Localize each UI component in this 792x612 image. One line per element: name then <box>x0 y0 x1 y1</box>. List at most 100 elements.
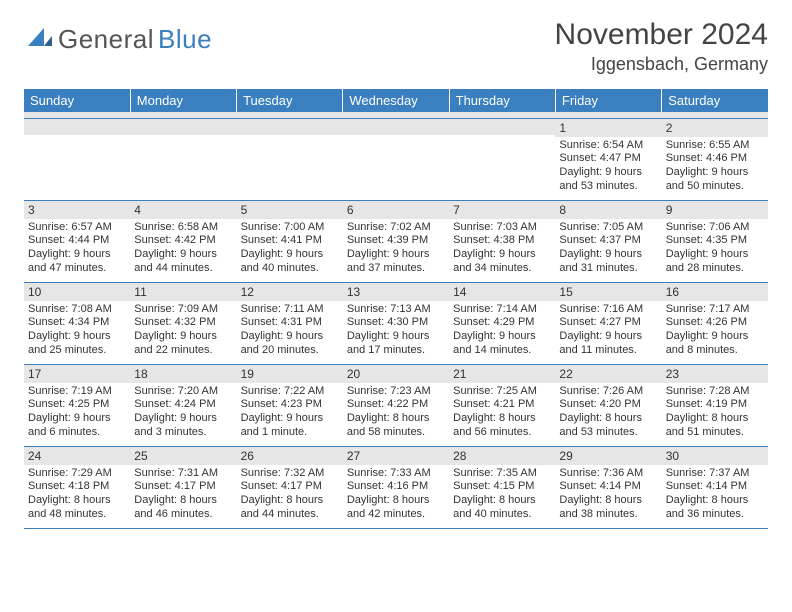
day-line-d2: and 8 minutes. <box>666 344 764 358</box>
day-number: 27 <box>343 447 449 465</box>
day-line-ss: Sunset: 4:21 PM <box>453 398 551 412</box>
day-line-d1: Daylight: 8 hours <box>347 494 445 508</box>
col-header: Tuesday <box>237 89 343 112</box>
day-line-d1: Daylight: 9 hours <box>666 330 764 344</box>
day-line-sr: Sunrise: 7:17 AM <box>666 303 764 317</box>
day-line-d1: Daylight: 9 hours <box>241 412 339 426</box>
day-cell: 21Sunrise: 7:25 AMSunset: 4:21 PMDayligh… <box>449 364 555 446</box>
day-line-sr: Sunrise: 7:06 AM <box>666 221 764 235</box>
day-details: Sunrise: 6:58 AMSunset: 4:42 PMDaylight:… <box>130 219 236 282</box>
day-number: 8 <box>555 201 661 219</box>
day-details: Sunrise: 7:33 AMSunset: 4:16 PMDaylight:… <box>343 465 449 528</box>
day-line-ss: Sunset: 4:14 PM <box>666 480 764 494</box>
day-number: 19 <box>237 365 343 383</box>
day-line-ss: Sunset: 4:22 PM <box>347 398 445 412</box>
day-line-ss: Sunset: 4:20 PM <box>559 398 657 412</box>
day-details: Sunrise: 7:35 AMSunset: 4:15 PMDaylight:… <box>449 465 555 528</box>
day-line-ss: Sunset: 4:24 PM <box>134 398 232 412</box>
day-details: Sunrise: 7:36 AMSunset: 4:14 PMDaylight:… <box>555 465 661 528</box>
day-number: 30 <box>662 447 768 465</box>
day-line-d2: and 48 minutes. <box>28 508 126 522</box>
day-line-d1: Daylight: 8 hours <box>666 494 764 508</box>
day-details: Sunrise: 7:11 AMSunset: 4:31 PMDaylight:… <box>237 301 343 364</box>
day-details: Sunrise: 7:00 AMSunset: 4:41 PMDaylight:… <box>237 219 343 282</box>
day-number: 18 <box>130 365 236 383</box>
day-line-sr: Sunrise: 7:19 AM <box>28 385 126 399</box>
day-line-d1: Daylight: 9 hours <box>559 248 657 262</box>
day-line-ss: Sunset: 4:26 PM <box>666 316 764 330</box>
day-details <box>343 135 449 187</box>
day-line-ss: Sunset: 4:30 PM <box>347 316 445 330</box>
day-line-d1: Daylight: 9 hours <box>28 330 126 344</box>
day-line-ss: Sunset: 4:34 PM <box>28 316 126 330</box>
day-number: 17 <box>24 365 130 383</box>
day-line-sr: Sunrise: 7:37 AM <box>666 467 764 481</box>
day-cell: 2Sunrise: 6:55 AMSunset: 4:46 PMDaylight… <box>662 118 768 200</box>
sail-icon <box>24 24 54 55</box>
day-number: 28 <box>449 447 555 465</box>
day-number: 6 <box>343 201 449 219</box>
day-number: 9 <box>662 201 768 219</box>
day-line-ss: Sunset: 4:31 PM <box>241 316 339 330</box>
day-line-d1: Daylight: 9 hours <box>559 330 657 344</box>
day-details: Sunrise: 7:29 AMSunset: 4:18 PMDaylight:… <box>24 465 130 528</box>
day-line-ss: Sunset: 4:16 PM <box>347 480 445 494</box>
day-line-d1: Daylight: 9 hours <box>241 330 339 344</box>
col-header: Thursday <box>449 89 555 112</box>
day-line-ss: Sunset: 4:47 PM <box>559 152 657 166</box>
day-number: 5 <box>237 201 343 219</box>
day-cell: 27Sunrise: 7:33 AMSunset: 4:16 PMDayligh… <box>343 446 449 528</box>
day-number <box>237 119 343 135</box>
day-line-d1: Daylight: 8 hours <box>347 412 445 426</box>
day-details: Sunrise: 7:17 AMSunset: 4:26 PMDaylight:… <box>662 301 768 364</box>
day-line-sr: Sunrise: 7:25 AM <box>453 385 551 399</box>
day-cell: 22Sunrise: 7:26 AMSunset: 4:20 PMDayligh… <box>555 364 661 446</box>
day-line-sr: Sunrise: 7:32 AM <box>241 467 339 481</box>
day-cell: 19Sunrise: 7:22 AMSunset: 4:23 PMDayligh… <box>237 364 343 446</box>
day-cell: 4Sunrise: 6:58 AMSunset: 4:42 PMDaylight… <box>130 200 236 282</box>
day-details <box>24 135 130 187</box>
day-line-ss: Sunset: 4:17 PM <box>241 480 339 494</box>
day-number: 24 <box>24 447 130 465</box>
day-line-ss: Sunset: 4:44 PM <box>28 234 126 248</box>
day-line-d1: Daylight: 8 hours <box>241 494 339 508</box>
day-cell: 10Sunrise: 7:08 AMSunset: 4:34 PMDayligh… <box>24 282 130 364</box>
day-details <box>449 135 555 187</box>
day-line-ss: Sunset: 4:32 PM <box>134 316 232 330</box>
day-line-ss: Sunset: 4:42 PM <box>134 234 232 248</box>
calendar-header-row: SundayMondayTuesdayWednesdayThursdayFrid… <box>24 89 768 112</box>
day-line-d2: and 40 minutes. <box>453 508 551 522</box>
day-cell: 8Sunrise: 7:05 AMSunset: 4:37 PMDaylight… <box>555 200 661 282</box>
day-line-d2: and 37 minutes. <box>347 262 445 276</box>
day-cell: 24Sunrise: 7:29 AMSunset: 4:18 PMDayligh… <box>24 446 130 528</box>
day-details: Sunrise: 7:02 AMSunset: 4:39 PMDaylight:… <box>343 219 449 282</box>
day-details: Sunrise: 7:25 AMSunset: 4:21 PMDaylight:… <box>449 383 555 446</box>
day-cell: 5Sunrise: 7:00 AMSunset: 4:41 PMDaylight… <box>237 200 343 282</box>
day-line-ss: Sunset: 4:27 PM <box>559 316 657 330</box>
day-cell: 18Sunrise: 7:20 AMSunset: 4:24 PMDayligh… <box>130 364 236 446</box>
day-number <box>343 119 449 135</box>
day-line-ss: Sunset: 4:15 PM <box>453 480 551 494</box>
day-line-sr: Sunrise: 7:31 AM <box>134 467 232 481</box>
day-details: Sunrise: 7:22 AMSunset: 4:23 PMDaylight:… <box>237 383 343 446</box>
day-line-d2: and 25 minutes. <box>28 344 126 358</box>
day-cell: 13Sunrise: 7:13 AMSunset: 4:30 PMDayligh… <box>343 282 449 364</box>
day-cell <box>130 118 236 200</box>
day-number: 7 <box>449 201 555 219</box>
day-cell: 15Sunrise: 7:16 AMSunset: 4:27 PMDayligh… <box>555 282 661 364</box>
day-cell: 25Sunrise: 7:31 AMSunset: 4:17 PMDayligh… <box>130 446 236 528</box>
day-number: 14 <box>449 283 555 301</box>
day-line-sr: Sunrise: 7:28 AM <box>666 385 764 399</box>
day-cell: 29Sunrise: 7:36 AMSunset: 4:14 PMDayligh… <box>555 446 661 528</box>
day-line-sr: Sunrise: 7:05 AM <box>559 221 657 235</box>
day-line-d1: Daylight: 9 hours <box>347 248 445 262</box>
day-cell: 14Sunrise: 7:14 AMSunset: 4:29 PMDayligh… <box>449 282 555 364</box>
day-line-sr: Sunrise: 6:58 AM <box>134 221 232 235</box>
day-line-d2: and 47 minutes. <box>28 262 126 276</box>
day-line-d1: Daylight: 9 hours <box>134 248 232 262</box>
day-line-ss: Sunset: 4:25 PM <box>28 398 126 412</box>
day-line-d2: and 36 minutes. <box>666 508 764 522</box>
day-line-d2: and 17 minutes. <box>347 344 445 358</box>
day-line-ss: Sunset: 4:35 PM <box>666 234 764 248</box>
week-row: 10Sunrise: 7:08 AMSunset: 4:34 PMDayligh… <box>24 282 768 364</box>
